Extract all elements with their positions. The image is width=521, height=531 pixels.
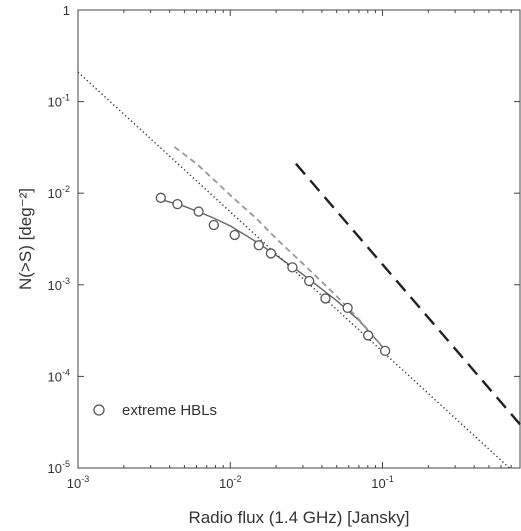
y-tick-label: 10-4 (48, 367, 70, 384)
series-line-long-dashed (294, 162, 521, 426)
y-axis-ticks: 1 10-1 10-2 10-3 10-4 10-5 (48, 3, 520, 476)
data-point (320, 293, 331, 304)
x-tick-label: 10-3 (67, 474, 89, 491)
data-point (265, 248, 277, 259)
x-tick-label: 10-1 (371, 474, 393, 491)
series-layer (77, 71, 521, 471)
series-line-dashed-grey (173, 146, 387, 352)
x-axis-title: Radio flux (1.4 GHz) [Jansky] (188, 508, 409, 527)
data-point (193, 206, 204, 217)
data-point (379, 345, 391, 357)
y-axis-title-group: N(>S) [deg⁻²] (16, 188, 35, 290)
data-point (229, 229, 240, 241)
legend-label: extreme HBLs (122, 402, 217, 419)
y-axis-title: N(>S) [deg⁻²] (16, 188, 35, 290)
legend: extreme HBLs (93, 402, 217, 419)
data-point (253, 240, 264, 251)
x-tick-label: 10-2 (219, 474, 241, 491)
data-point (172, 198, 183, 210)
data-point (287, 262, 298, 273)
y-tick-label: 10-2 (48, 184, 70, 201)
data-point (342, 302, 353, 314)
series-line-solid (156, 197, 386, 352)
y-tick-label: 10-5 (48, 459, 70, 476)
data-point (208, 219, 219, 231)
x-axis-ticks: 10-3 10-2 10-1 (67, 10, 521, 491)
legend-marker-open-circle (93, 404, 105, 416)
data-point (155, 192, 166, 203)
y-tick-label: 10-3 (48, 276, 70, 293)
y-tick-label: 10-1 (48, 93, 70, 110)
data-point (304, 275, 315, 287)
plot-frame (77, 9, 521, 469)
y-tick-label: 1 (63, 3, 70, 18)
data-point (363, 330, 374, 341)
